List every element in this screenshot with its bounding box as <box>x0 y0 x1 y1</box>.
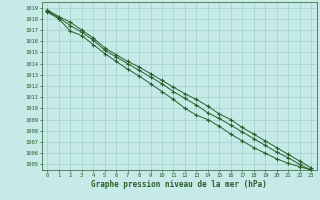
X-axis label: Graphe pression niveau de la mer (hPa): Graphe pression niveau de la mer (hPa) <box>91 180 267 189</box>
